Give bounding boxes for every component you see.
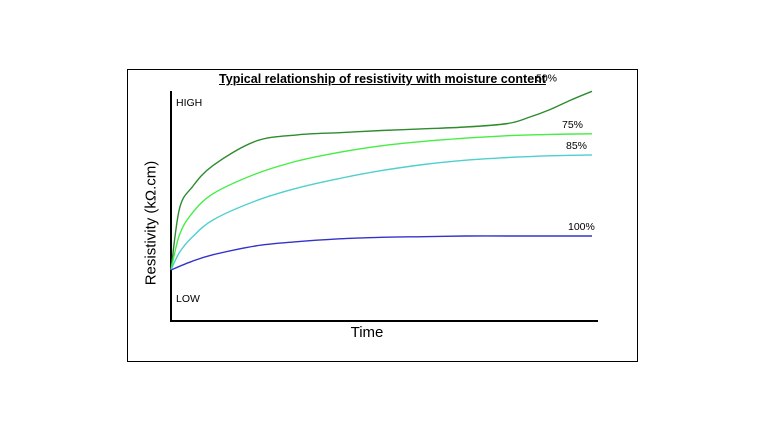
series-line-75pct bbox=[170, 133, 593, 271]
series-label-100pct: 100% bbox=[568, 221, 595, 233]
series-label-50pct: 50% bbox=[536, 72, 557, 84]
series-line-50pct bbox=[170, 90, 593, 271]
y-axis-high-label: HIGH bbox=[176, 97, 203, 109]
series-line-85pct bbox=[170, 154, 593, 271]
series-layer: 50% 75% 85% 100% bbox=[170, 72, 595, 271]
series-label-75pct: 75% bbox=[562, 119, 583, 131]
x-axis-label: Time bbox=[350, 324, 384, 341]
y-axis-low-label: LOW bbox=[176, 293, 200, 305]
chart-frame bbox=[127, 69, 638, 362]
series-label-85pct: 85% bbox=[566, 140, 587, 152]
chart-title: Typical relationship of resistivity with… bbox=[219, 72, 546, 86]
series-line-100pct bbox=[170, 235, 592, 271]
